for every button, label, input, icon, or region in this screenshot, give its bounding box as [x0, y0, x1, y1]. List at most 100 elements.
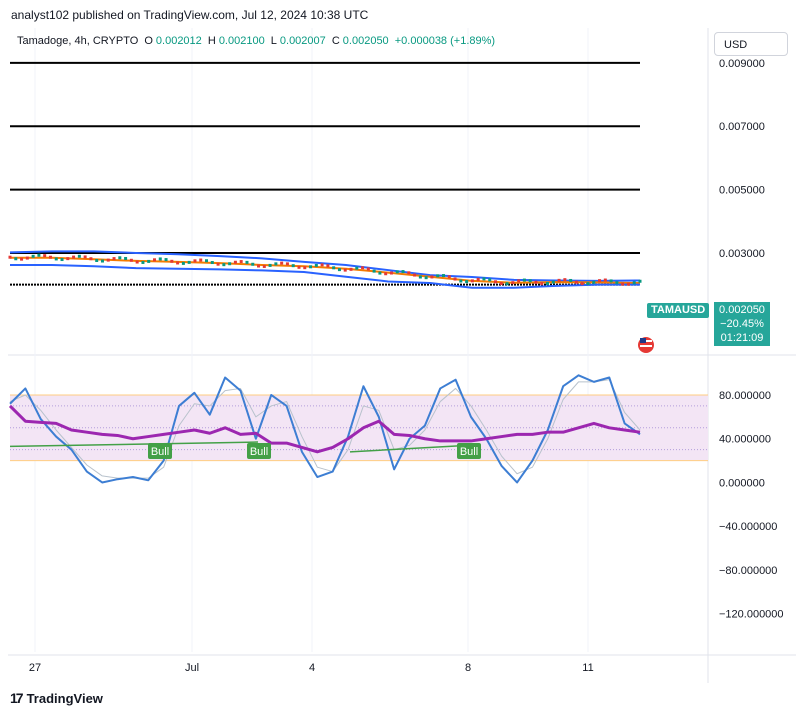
oscillator-band — [10, 394, 708, 462]
candle — [586, 282, 590, 286]
low-label: L — [270, 35, 277, 47]
candle — [517, 279, 521, 283]
candle — [164, 258, 168, 262]
bull-label: Bull — [460, 446, 478, 458]
candle — [488, 278, 492, 282]
time-tick-label: 27 — [29, 662, 41, 674]
change-percent: −20.45% — [720, 318, 764, 330]
price-axis-ticks: 0.009000 0.007000 0.005000 0.003000 — [719, 58, 765, 260]
close-label: C — [331, 35, 340, 47]
candle — [251, 262, 255, 266]
us-flag-icon[interactable] — [638, 337, 654, 353]
candle — [476, 277, 480, 281]
candle — [494, 280, 498, 284]
candle — [54, 257, 58, 261]
candle — [112, 257, 116, 261]
candle — [366, 267, 370, 271]
candles — [8, 253, 642, 286]
candle — [546, 282, 550, 286]
candle — [320, 263, 324, 267]
candle — [72, 255, 76, 259]
candle — [152, 258, 156, 262]
candle — [245, 260, 249, 264]
high-label: H — [207, 35, 216, 47]
bull-annotations: Bull Bull Bull — [9, 441, 481, 459]
candle — [574, 280, 578, 284]
candle — [291, 264, 295, 268]
candle — [199, 258, 203, 262]
candle — [372, 269, 376, 273]
candle — [100, 259, 104, 263]
symbol-price-tag: TAMAUSD — [647, 303, 710, 318]
candle — [233, 260, 237, 264]
bar-countdown: 01:21:09 — [720, 332, 764, 344]
change-value: +0.000038 (+1.89%) — [394, 35, 496, 47]
candle — [170, 259, 174, 263]
candle — [482, 277, 486, 281]
candle — [407, 271, 411, 275]
open-value: 0.002012 — [155, 35, 202, 47]
candle — [48, 255, 52, 259]
price-tick-label: 0.009000 — [719, 58, 765, 70]
time-tick-label: 4 — [309, 662, 315, 674]
time-tick-label: 8 — [465, 662, 471, 674]
divergence-line — [9, 441, 259, 448]
candle — [395, 270, 399, 274]
candle — [621, 282, 625, 286]
osc-tick-label: 80.000000 — [719, 390, 771, 402]
grid — [34, 28, 589, 652]
candle — [268, 263, 272, 267]
candle — [83, 255, 87, 259]
currency-button[interactable]: USD — [714, 32, 788, 56]
osc-tick-label: −120.000000 — [719, 609, 784, 621]
candle — [187, 260, 191, 264]
candle — [430, 275, 434, 279]
candle — [609, 279, 613, 283]
series-bb_lower — [10, 263, 640, 289]
candle — [418, 275, 422, 279]
candle — [401, 270, 405, 274]
osc-tick-label: 40.000000 — [719, 434, 771, 446]
candle — [505, 282, 509, 286]
candle — [569, 278, 573, 282]
low-value: 0.002007 — [279, 35, 326, 47]
bull-label-bg — [457, 443, 481, 459]
candle — [626, 282, 630, 286]
candle — [124, 256, 128, 260]
candle — [534, 280, 538, 284]
candle — [129, 258, 133, 262]
candle — [355, 266, 359, 270]
candle — [280, 261, 284, 265]
symbol-name: Tamadoge, 4h, CRYPTO — [17, 35, 139, 47]
time-axis-ticks: 27 Jul 4 8 11 — [29, 662, 594, 674]
candle — [528, 279, 532, 283]
candle — [413, 273, 417, 277]
candle — [222, 263, 226, 267]
logo-text: TradingView — [26, 690, 103, 706]
price-tick-label: 0.005000 — [719, 185, 765, 197]
candle — [447, 275, 451, 279]
candle — [361, 266, 365, 270]
symbol-legend: Tamadoge, 4h, CRYPTO O 0.002012 H 0.002100… — [17, 35, 498, 47]
candle — [274, 262, 278, 266]
candle — [389, 271, 393, 275]
candle — [216, 262, 220, 266]
candle — [332, 266, 336, 270]
candle — [14, 257, 18, 261]
candle — [262, 264, 266, 268]
osc-tick-label: −40.000000 — [719, 521, 777, 533]
candle — [470, 279, 474, 283]
candle — [158, 257, 162, 261]
candle — [314, 263, 318, 267]
candle — [77, 254, 81, 258]
candle — [43, 254, 47, 258]
candle — [95, 258, 99, 262]
candle — [176, 261, 180, 265]
tradingview-logo[interactable]: 17 TradingView — [10, 690, 103, 706]
candle — [580, 282, 584, 286]
candle — [135, 260, 139, 264]
candle — [441, 274, 445, 278]
candle — [540, 282, 544, 286]
osc-tick-label: 0.000000 — [719, 477, 765, 489]
candle — [60, 258, 64, 262]
